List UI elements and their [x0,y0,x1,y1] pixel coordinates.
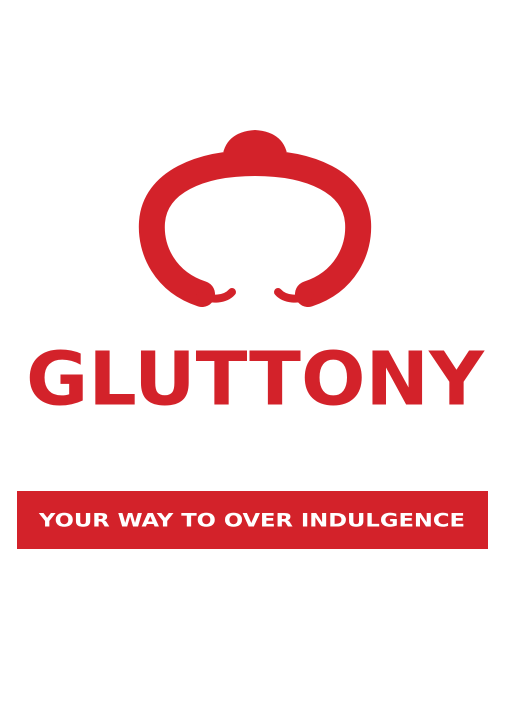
brand-name: GLUTTONY [26,337,485,423]
tagline: YOUR WAY TO OVER INDULGENCE [38,510,465,532]
logo-curl-right [274,288,314,303]
logo-omega [138,149,372,307]
tagline-band [17,491,488,549]
logo-curl-left [196,288,236,303]
